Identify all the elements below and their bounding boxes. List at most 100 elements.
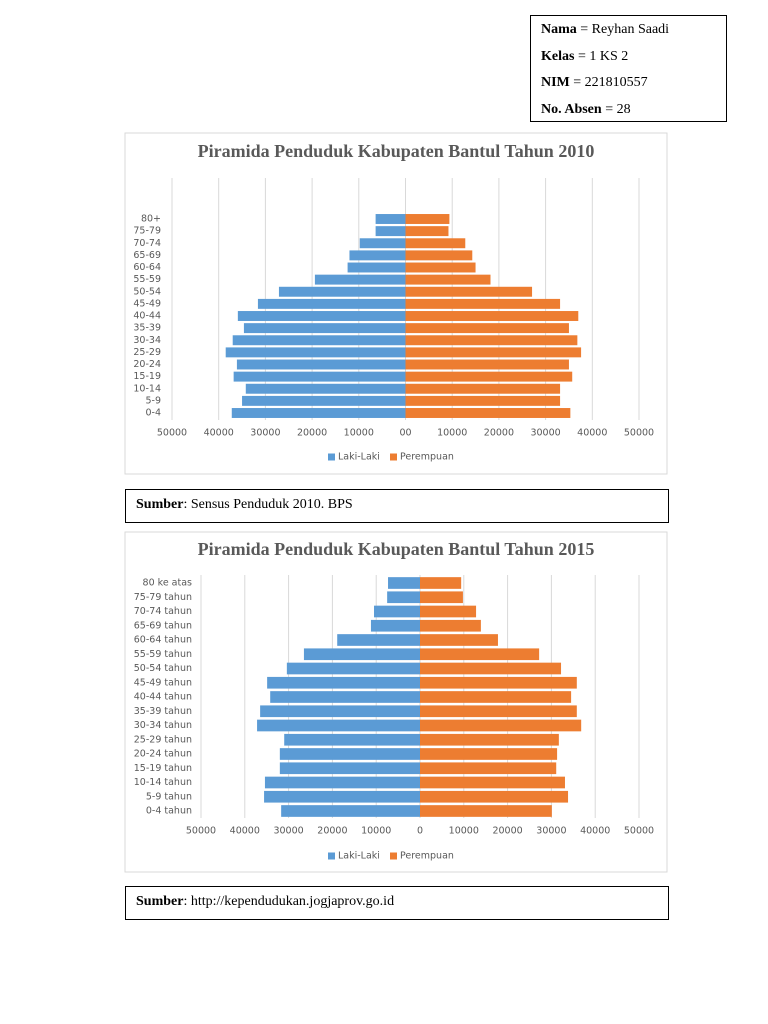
bar xyxy=(405,311,579,321)
legend-swatch xyxy=(390,453,397,461)
y-tick-label: 50-54 xyxy=(133,286,161,297)
info-value: = 221810557 xyxy=(573,75,648,90)
x-tick-label: 50000 xyxy=(624,428,654,439)
bar xyxy=(375,226,406,237)
source-box: Sumber: Sensus Penduduk 2010. BPS xyxy=(125,489,669,523)
info-box: Nama = Reyhan Saadi Kelas = 1 KS 2 NIM =… xyxy=(530,15,727,122)
x-tick-label: 40000 xyxy=(230,826,260,837)
x-tick-label: 30000 xyxy=(250,428,280,439)
x-tick-label: 50000 xyxy=(624,826,654,837)
y-tick-label: 55-59 tahun xyxy=(134,649,192,660)
chart-title: Piramida Penduduk Kabupaten Bantul Tahun… xyxy=(198,141,595,161)
y-tick-label: 5-9 tahun xyxy=(146,791,192,802)
bar xyxy=(375,214,406,224)
info-row: No. Absen = 28 xyxy=(541,99,716,126)
info-label: Nama xyxy=(541,22,577,37)
source-label: Sumber xyxy=(136,497,184,512)
info-label: NIM xyxy=(541,75,570,90)
bar xyxy=(405,250,473,261)
x-tick-label: 10000 xyxy=(437,428,467,439)
legend-label: Perempuan xyxy=(400,452,454,463)
y-tick-label: 40-44 xyxy=(133,311,161,322)
bar xyxy=(405,298,561,309)
y-tick-label: 15-19 tahun xyxy=(134,763,192,774)
x-tick-label: 30000 xyxy=(273,826,303,837)
bar xyxy=(314,274,406,285)
y-tick-label: 35-39 tahun xyxy=(134,706,192,717)
x-tick-label: 00 xyxy=(399,428,411,439)
bar xyxy=(405,262,476,273)
bar xyxy=(233,371,406,382)
bar xyxy=(405,323,569,334)
bar xyxy=(243,323,406,334)
y-tick-label: 60-64 xyxy=(133,262,161,273)
bar xyxy=(420,762,557,775)
x-tick-label: 30000 xyxy=(536,826,566,837)
bar xyxy=(257,298,406,309)
y-tick-label: 75-79 xyxy=(133,226,161,237)
bar xyxy=(267,676,420,689)
bar xyxy=(420,676,577,689)
x-tick-label: 10000 xyxy=(449,826,479,837)
bar xyxy=(359,238,406,249)
bar xyxy=(231,408,406,418)
bar xyxy=(405,359,569,370)
x-tick-label: 10000 xyxy=(344,428,374,439)
bar xyxy=(405,371,573,382)
bar xyxy=(374,605,420,618)
bar xyxy=(405,286,533,297)
legend-swatch xyxy=(328,852,335,860)
info-value: = 28 xyxy=(605,101,631,117)
source-text: : http://kependudukan.jogjaprov.go.id xyxy=(183,894,395,909)
bar xyxy=(387,591,420,604)
y-tick-label: 10-14 xyxy=(133,383,161,394)
source-text: : Sensus Penduduk 2010. BPS xyxy=(183,497,353,512)
bar xyxy=(264,790,420,803)
x-tick-label: 20000 xyxy=(297,428,327,439)
y-tick-label: 30-34 tahun xyxy=(134,720,192,731)
x-tick-label: 30000 xyxy=(530,428,560,439)
x-tick-label: 10000 xyxy=(361,826,391,837)
bar xyxy=(337,634,420,646)
bar xyxy=(420,805,552,817)
x-tick-label: 20000 xyxy=(317,826,347,837)
x-tick-label: 20000 xyxy=(492,826,522,837)
bar xyxy=(405,395,561,406)
info-row: Nama = Reyhan Saadi xyxy=(541,19,716,46)
y-tick-label: 70-74 xyxy=(133,238,161,249)
bar xyxy=(420,634,498,646)
y-tick-label: 55-59 xyxy=(133,274,161,285)
bar xyxy=(420,577,462,589)
info-row: NIM = 221810557 xyxy=(541,72,716,99)
bar xyxy=(420,719,582,732)
y-tick-label: 50-54 tahun xyxy=(134,663,192,674)
y-tick-label: 15-19 xyxy=(133,371,161,382)
chart-title: Piramida Penduduk Kabupaten Bantul Tahun… xyxy=(198,539,595,559)
bar xyxy=(286,662,420,675)
bar xyxy=(232,335,406,346)
legend-label: Laki-Laki xyxy=(338,452,380,463)
bar xyxy=(420,691,572,703)
y-tick-label: 65-69 xyxy=(133,250,161,261)
bar xyxy=(405,274,491,285)
x-tick-label: 50000 xyxy=(186,826,216,837)
bar xyxy=(420,705,577,718)
bar xyxy=(237,311,406,321)
bar xyxy=(405,238,466,249)
y-tick-label: 20-24 xyxy=(133,359,161,370)
x-tick-label: 0 xyxy=(417,826,423,837)
y-tick-label: 80 ke atas xyxy=(143,578,193,589)
bar xyxy=(303,648,420,661)
x-tick-label: 40000 xyxy=(577,428,607,439)
x-tick-label: 40000 xyxy=(580,826,610,837)
source-label: Sumber xyxy=(136,894,184,909)
y-tick-label: 80+ xyxy=(141,214,161,225)
bar xyxy=(420,776,565,789)
info-value: = 1 KS 2 xyxy=(577,48,629,64)
bar xyxy=(260,705,420,718)
info-value: = Reyhan Saadi xyxy=(580,22,670,37)
y-tick-label: 25-29 tahun xyxy=(134,734,192,745)
y-tick-label: 40-44 tahun xyxy=(134,692,192,703)
